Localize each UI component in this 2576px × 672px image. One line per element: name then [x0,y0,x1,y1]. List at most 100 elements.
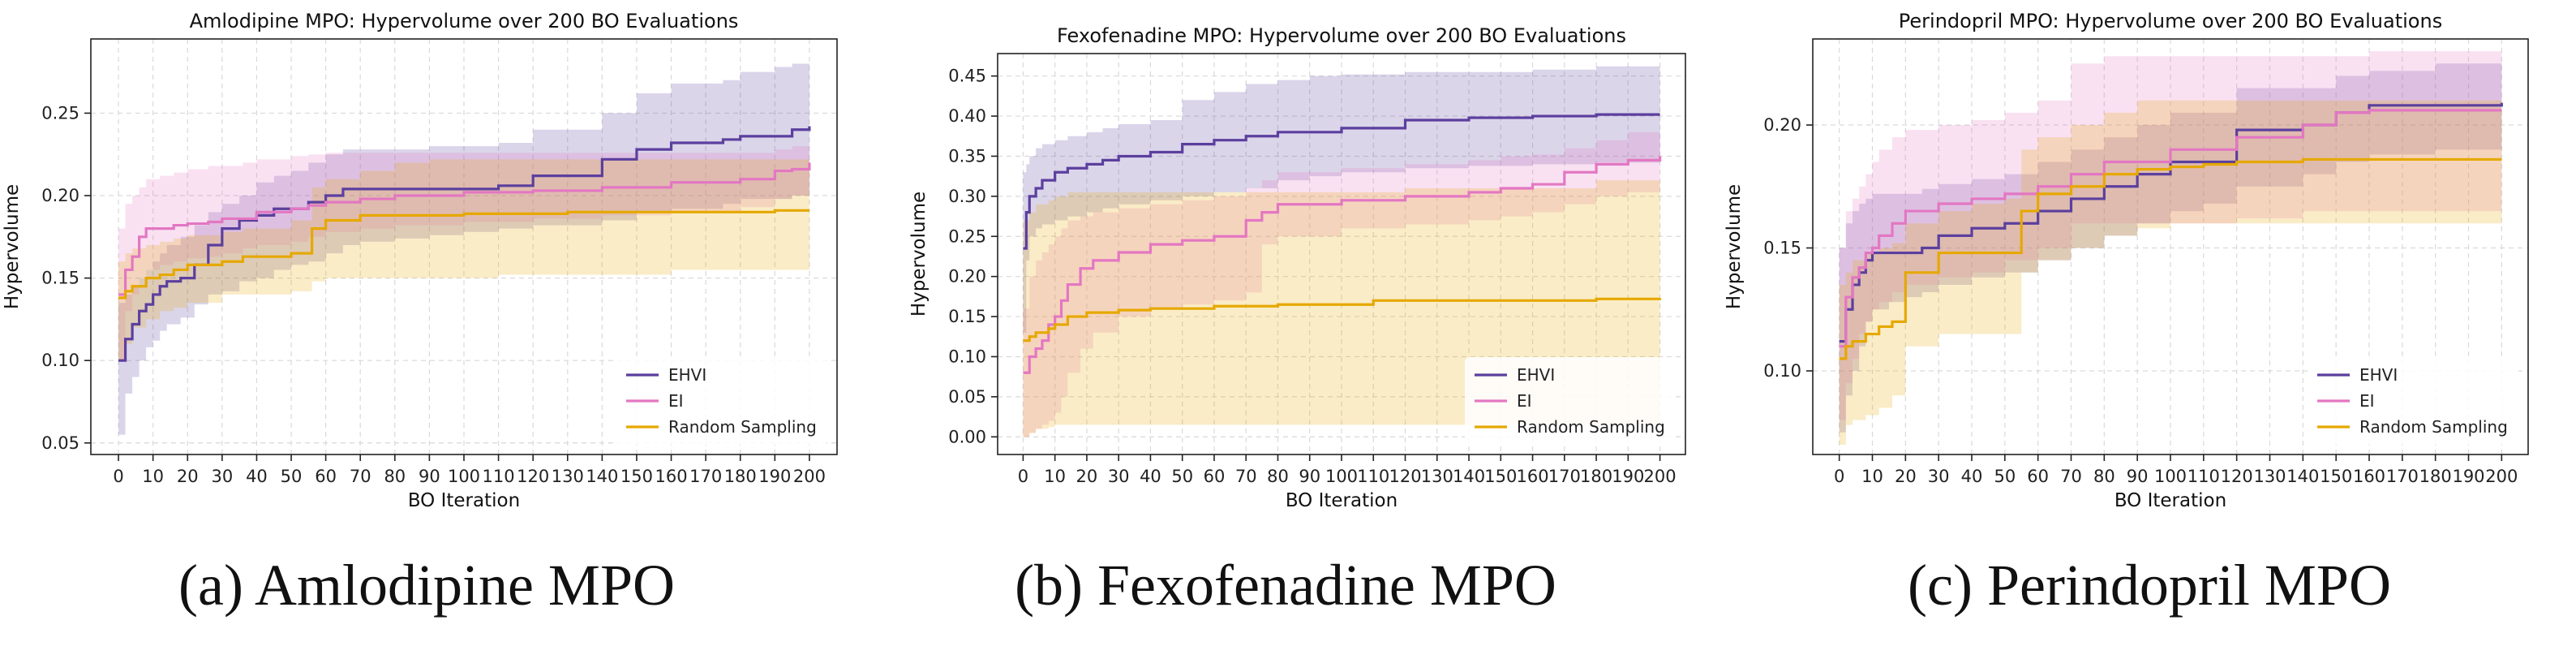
chart-title: Perindopril MPO: Hypervolume over 200 BO… [1899,10,2442,32]
y-tick-label: 0.25 [948,226,986,246]
line-ei [1023,156,1662,374]
line-random-sampling [1023,297,1662,342]
legend-label: EI [668,391,684,411]
x-tick-label: 30 [1928,467,1950,486]
x-tick-label: 120 [1389,467,1421,486]
x-tick-label: 200 [1644,467,1677,486]
x-tick-label: 180 [1580,467,1612,486]
chart-panel-1: 0 10 20 30 40 50 60 70 80 90 100 110 120 130 140 150 160… [908,24,1686,511]
x-tick-label: 130 [552,467,584,486]
y-tick-label: 0.30 [948,187,986,206]
legend-label: EHVI [668,365,706,385]
x-tick-label: 20 [177,467,199,486]
x-tick-label: 120 [2221,467,2253,486]
x-tick-label: 180 [2419,467,2452,486]
legend-label: EI [1517,391,1532,411]
legend-box [2308,357,2518,445]
x-tick-label: 150 [1484,467,1517,486]
legend-box [1465,357,1676,445]
x-tick-label: 70 [2060,467,2082,486]
y-tick-label: 0.05 [948,387,986,407]
y-tick-label: 0.20 [41,186,79,205]
line-random-sampling [1839,157,2502,360]
y-axis-label: Hypervolume [1724,184,1745,309]
x-tick-label: 10 [142,467,164,486]
x-tick-label: 130 [2253,467,2286,486]
x-tick-label: 160 [1517,467,1549,486]
x-axis-label: BO Iteration [2114,490,2226,511]
x-tick-label: 10 [1044,467,1066,486]
x-tick-label: 170 [689,467,722,486]
x-tick-label: 80 [1267,467,1289,486]
x-tick-label: 0 [113,467,123,486]
x-tick-label: 190 [758,467,791,486]
line-ei [1839,109,2502,348]
x-tick-label: 90 [2127,467,2149,486]
x-tick-label: 160 [2353,467,2385,486]
x-tick-label: 170 [2386,467,2419,486]
chart-panel-2: 0 10 20 30 40 50 60 70 80 90 100 110 120 130 140 150 160… [1724,10,2529,511]
x-tick-label: 150 [620,467,653,486]
x-tick-label: 180 [724,467,757,486]
x-tick-label: 140 [2286,467,2319,486]
legend-label: Random Sampling [2359,417,2508,437]
x-tick-label: 50 [1994,467,2016,486]
x-tick-label: 140 [1453,467,1485,486]
x-tick-label: 190 [1612,467,1644,486]
series-group [118,58,811,435]
band-ei [1023,127,1660,437]
line-random-sampling [118,209,809,299]
y-tick-label: 0.45 [948,67,986,86]
x-axis-label: BO Iteration [1286,490,1397,511]
caption-b: (b) Fexofenadine MPO [1015,553,1556,618]
x-tick-label: 100 [2154,467,2187,486]
x-tick-label: 140 [586,467,618,486]
series-group [1839,51,2503,445]
y-tick-label: 0.10 [1763,361,1801,381]
x-tick-label: 40 [1961,467,1983,486]
x-tick-label: 50 [1171,467,1193,486]
x-tick-label: 90 [419,467,440,486]
legend-label: Random Sampling [1517,417,1665,437]
x-tick-label: 110 [2187,467,2220,486]
y-tick-label: 0.00 [948,427,986,446]
legend-label: EI [2359,391,2375,411]
x-tick-label: 170 [1548,467,1581,486]
y-tick-label: 0.15 [1763,239,1801,258]
x-axis-label: BO Iteration [408,490,520,511]
y-tick-label: 0.10 [948,347,986,366]
x-tick-label: 100 [1325,467,1358,486]
chart-title: Amlodipine MPO: Hypervolume over 200 BO … [190,10,739,32]
legend-label: EHVI [1517,365,1555,385]
chart-panel-0: 0 10 20 30 40 50 60 70 80 90 100 110 120 130 140 150 160… [2,10,838,511]
x-tick-label: 0 [1834,467,1844,486]
x-tick-label: 200 [793,467,826,486]
x-tick-label: 50 [281,467,303,486]
y-axis-label: Hypervolume [2,184,23,309]
x-tick-label: 60 [1204,467,1226,486]
x-tick-label: 100 [448,467,480,486]
band-ei [1839,51,2502,420]
x-tick-label: 120 [517,467,549,486]
x-tick-label: 20 [1895,467,1917,486]
y-tick-label: 0.10 [41,351,79,370]
band-ehvi [1023,63,1660,333]
x-tick-label: 30 [211,467,233,486]
x-tick-label: 80 [384,467,406,486]
x-tick-label: 160 [655,467,688,486]
x-tick-label: 40 [246,467,268,486]
band-ei [118,143,809,361]
y-tick-label: 0.40 [948,106,986,126]
x-tick-label: 10 [1861,467,1883,486]
x-tick-label: 130 [1421,467,1453,486]
x-tick-label: 110 [483,467,515,486]
x-tick-label: 150 [2320,467,2352,486]
x-tick-label: 70 [1235,467,1257,486]
y-tick-label: 0.05 [41,433,79,453]
x-tick-label: 70 [350,467,371,486]
x-tick-label: 30 [1108,467,1130,486]
legend-label: Random Sampling [668,417,817,437]
legend-box [616,357,827,445]
band-random-sampling [1839,100,2502,445]
